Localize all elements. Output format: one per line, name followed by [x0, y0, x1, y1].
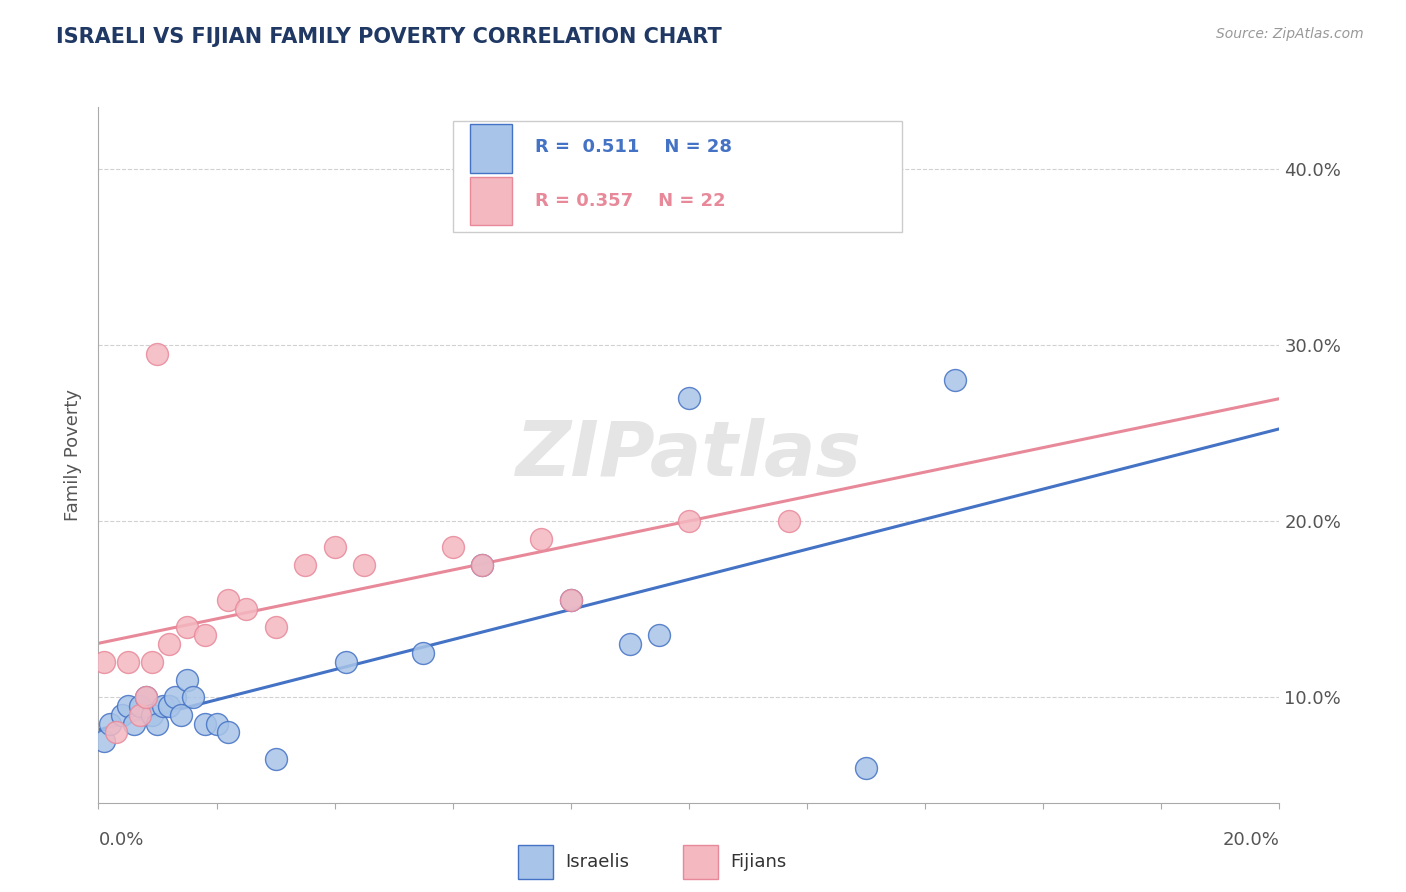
Point	[128, 698, 150, 713]
Point	[264, 620, 287, 634]
Point	[157, 637, 180, 651]
Point	[560, 593, 582, 607]
Point	[146, 716, 169, 731]
Point	[217, 725, 239, 739]
Text: R = 0.357    N = 22: R = 0.357 N = 22	[536, 192, 725, 210]
Point	[335, 655, 357, 669]
FancyBboxPatch shape	[471, 125, 512, 173]
Text: Israelis: Israelis	[565, 853, 628, 871]
Point	[128, 707, 150, 722]
Point	[648, 628, 671, 642]
FancyBboxPatch shape	[683, 845, 718, 880]
Point	[141, 655, 163, 669]
FancyBboxPatch shape	[453, 121, 901, 232]
Text: Source: ZipAtlas.com: Source: ZipAtlas.com	[1216, 27, 1364, 41]
Point	[165, 690, 187, 705]
Point	[619, 637, 641, 651]
Point	[471, 558, 494, 572]
Point	[530, 532, 553, 546]
Point	[235, 602, 257, 616]
Point	[176, 620, 198, 634]
FancyBboxPatch shape	[517, 845, 553, 880]
FancyBboxPatch shape	[471, 177, 512, 226]
Text: 0.0%: 0.0%	[98, 831, 143, 849]
Point	[194, 716, 217, 731]
Point	[943, 373, 966, 387]
Y-axis label: Family Poverty: Family Poverty	[65, 389, 83, 521]
Point	[146, 346, 169, 360]
Point	[98, 716, 121, 731]
Point	[678, 514, 700, 528]
Point	[135, 690, 157, 705]
Point	[323, 541, 346, 555]
Point	[157, 698, 180, 713]
Text: R =  0.511    N = 28: R = 0.511 N = 28	[536, 138, 733, 156]
Point	[122, 716, 145, 731]
Point	[441, 541, 464, 555]
Point	[135, 690, 157, 705]
Point	[353, 558, 375, 572]
Text: ZIPatlas: ZIPatlas	[516, 418, 862, 491]
Point	[205, 716, 228, 731]
Point	[217, 593, 239, 607]
Text: Fijians: Fijians	[730, 853, 786, 871]
Point	[152, 698, 174, 713]
Point	[294, 558, 316, 572]
Text: ISRAELI VS FIJIAN FAMILY POVERTY CORRELATION CHART: ISRAELI VS FIJIAN FAMILY POVERTY CORRELA…	[56, 27, 723, 46]
Point	[264, 752, 287, 766]
Point	[170, 707, 193, 722]
Point	[181, 690, 204, 705]
Text: 20.0%: 20.0%	[1223, 831, 1279, 849]
Point	[176, 673, 198, 687]
Point	[560, 593, 582, 607]
Point	[117, 698, 139, 713]
Point	[117, 655, 139, 669]
Point	[194, 628, 217, 642]
Point	[778, 514, 800, 528]
Point	[855, 761, 877, 775]
Point	[105, 725, 128, 739]
Point	[93, 734, 115, 748]
Point	[412, 646, 434, 660]
Point	[141, 707, 163, 722]
Point	[471, 558, 494, 572]
Point	[678, 391, 700, 405]
Point	[93, 655, 115, 669]
Point	[111, 707, 134, 722]
